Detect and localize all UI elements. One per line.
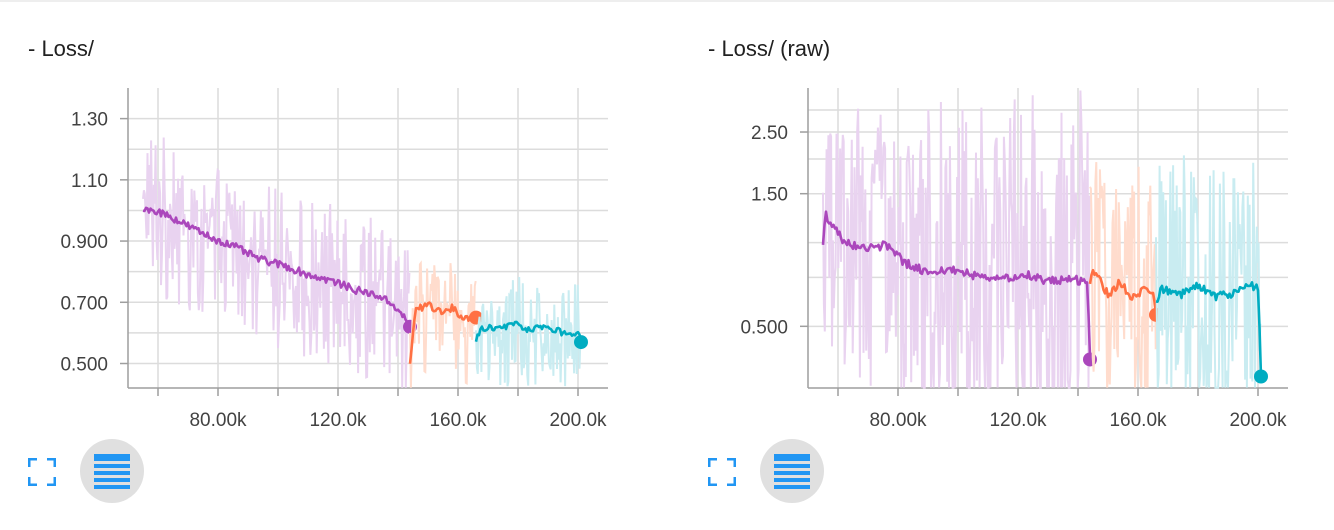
x-tick-label: 80.00k	[189, 410, 247, 430]
loss-chart[interactable]: 0.500 0.700 0.900 1.10 1.30 80.00k 120.0k 160.0…	[0, 0, 650, 430]
series-raw-line	[822, 90, 1091, 389]
y-tick-label: 0.500	[740, 317, 788, 338]
y-tick-label: 0.900	[60, 232, 108, 253]
series-end-point[interactable]	[574, 335, 588, 350]
series-smoothed-line	[1155, 280, 1263, 379]
chart-title: - Loss/	[28, 36, 95, 61]
series-end-point[interactable]	[1254, 369, 1268, 384]
loss-raw-chart[interactable]: 0.500 1.50 2.50 80.00k 120.0k 160.0k 200.0k	[680, 0, 1330, 430]
list-icon	[774, 454, 810, 489]
x-tick-label: 120.0k	[989, 410, 1047, 430]
x-tick-label: 160.0k	[1109, 410, 1167, 430]
series-smoothed-line	[474, 320, 583, 343]
x-tick-label: 200.0k	[1229, 410, 1287, 430]
x-tick-label: 120.0k	[309, 410, 367, 430]
x-tick-label: 200.0k	[549, 410, 607, 430]
y-tick-label: 1.10	[71, 171, 108, 192]
top-divider	[0, 0, 1334, 2]
series-smoothed-line	[821, 210, 1092, 360]
fullscreen-icon	[27, 457, 57, 487]
series-raw-line	[1089, 162, 1157, 389]
series-smoothed-line	[1088, 268, 1158, 315]
y-tick-label: 1.30	[71, 110, 108, 131]
y-tick-label: 2.50	[751, 123, 788, 144]
fullscreen-icon	[707, 457, 737, 487]
y-tick-label: 1.50	[751, 185, 788, 206]
chart-card-loss-raw: - Loss/ (raw) 0.500 1.50 2.50 80.00k 120.0k 1…	[680, 0, 1330, 530]
series-raw-line	[475, 276, 582, 387]
show-data-button[interactable]	[760, 439, 824, 503]
series-raw-line	[409, 260, 477, 388]
chart-card-loss: - Loss/ 0.500 0.700 0.900 1.10 1.30 80.00k 120…	[0, 0, 650, 530]
series-smoothed-line	[142, 206, 412, 327]
y-tick-label: 0.700	[60, 293, 108, 314]
fullscreen-button[interactable]	[707, 457, 737, 487]
fullscreen-button[interactable]	[27, 457, 57, 487]
series-smoothed-line	[408, 301, 478, 364]
x-tick-label: 160.0k	[429, 410, 487, 430]
series-raw-line	[1155, 155, 1262, 389]
list-icon	[94, 454, 130, 489]
x-tick-label: 80.00k	[869, 410, 927, 430]
chart-title: - Loss/ (raw)	[708, 36, 831, 61]
y-tick-label: 0.500	[60, 355, 108, 376]
show-data-button[interactable]	[80, 439, 144, 503]
